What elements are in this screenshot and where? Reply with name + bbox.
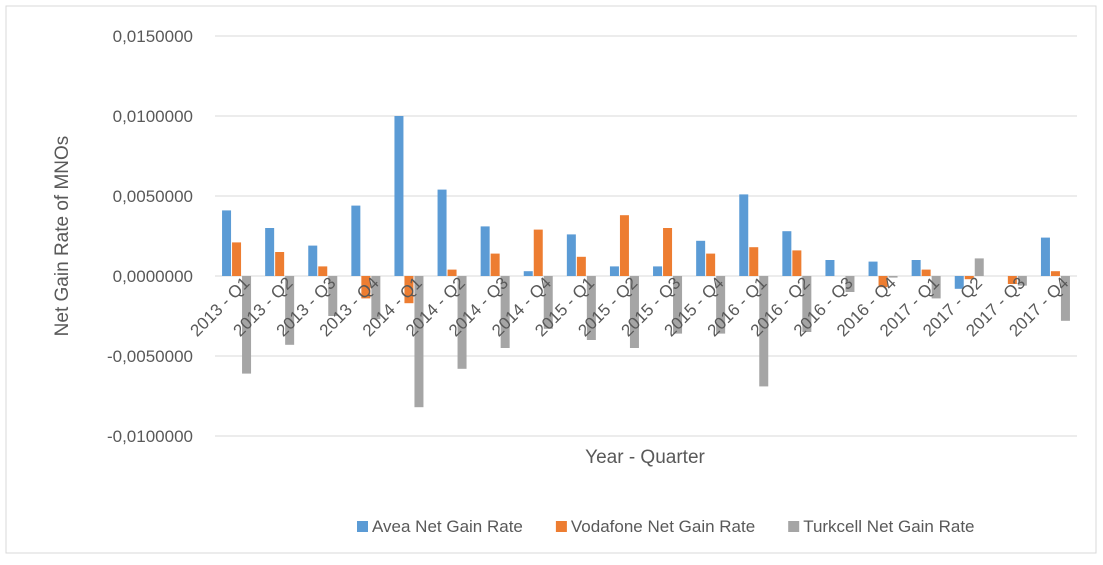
bar xyxy=(265,228,275,276)
bar xyxy=(394,116,404,276)
bar xyxy=(437,189,447,276)
bar xyxy=(285,276,295,345)
y-tick-label: -0,0100000 xyxy=(107,427,193,446)
bar xyxy=(1060,276,1070,321)
bar xyxy=(1007,276,1017,284)
bar xyxy=(576,256,586,276)
bar xyxy=(878,276,888,288)
bar xyxy=(222,210,232,276)
bar xyxy=(663,228,673,276)
bar xyxy=(414,276,424,408)
bar xyxy=(802,276,812,332)
legend-label: Avea Net Gain Rate xyxy=(372,517,523,536)
bar xyxy=(911,260,921,276)
bar xyxy=(888,276,898,278)
x-axis-title: Year - Quarter xyxy=(585,447,705,468)
bar xyxy=(1017,276,1027,286)
bar xyxy=(609,266,619,276)
legend-swatch xyxy=(357,521,368,532)
bar xyxy=(845,276,855,292)
bar xyxy=(523,271,533,276)
bar xyxy=(566,234,576,276)
bar xyxy=(1050,271,1060,276)
y-tick-label: 0,0150000 xyxy=(113,27,193,46)
bar xyxy=(619,215,629,276)
bar xyxy=(318,266,328,276)
y-tick-label: 0,0000000 xyxy=(113,267,193,286)
bar xyxy=(868,261,878,276)
bar xyxy=(1040,237,1050,276)
bar xyxy=(964,276,974,280)
bar xyxy=(447,269,457,276)
bar xyxy=(457,276,467,369)
legend-label: Turkcell Net Gain Rate xyxy=(803,517,974,536)
bar xyxy=(653,266,663,276)
bar xyxy=(328,276,338,316)
bar xyxy=(361,276,371,299)
bar xyxy=(954,276,964,289)
y-tick-label: 0,0050000 xyxy=(113,187,193,206)
bar xyxy=(351,205,361,276)
bar xyxy=(921,269,931,276)
bar xyxy=(974,258,984,276)
bar xyxy=(480,226,490,276)
bar xyxy=(242,276,252,374)
bar xyxy=(792,250,802,276)
bar xyxy=(629,276,639,348)
legend-label: Vodafone Net Gain Rate xyxy=(571,517,755,536)
legend-swatch xyxy=(788,521,800,532)
bar xyxy=(782,231,792,276)
bar xyxy=(586,276,596,340)
bar xyxy=(404,276,414,304)
bar xyxy=(308,245,318,276)
y-axis-title: Net Gain Rate of MNOs xyxy=(52,136,73,337)
bar xyxy=(739,194,749,276)
bar xyxy=(490,253,500,276)
bar xyxy=(371,276,381,320)
legend-swatch xyxy=(555,521,567,532)
bar xyxy=(533,229,543,276)
bar xyxy=(706,253,716,276)
y-tick-label: 0,0100000 xyxy=(113,107,193,126)
bar xyxy=(825,260,835,276)
bar xyxy=(716,276,726,334)
bar xyxy=(931,276,941,299)
bar xyxy=(275,252,285,276)
bar xyxy=(759,276,769,387)
bar xyxy=(543,276,553,329)
bar xyxy=(232,242,242,276)
bar xyxy=(749,247,759,276)
bar xyxy=(500,276,510,348)
bar xyxy=(696,240,706,276)
y-tick-label: -0,0050000 xyxy=(107,347,193,366)
bar xyxy=(673,276,683,334)
